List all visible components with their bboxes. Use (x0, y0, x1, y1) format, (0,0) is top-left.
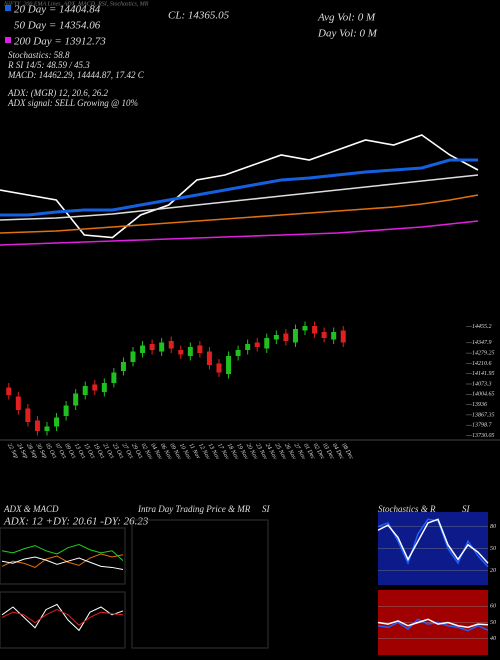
candle-body (273, 335, 279, 340)
close-price: CL: 14365.05 (168, 10, 230, 22)
series-line (1, 603, 124, 632)
candle-body (140, 345, 146, 353)
y-tick-label: 14073.3 (472, 380, 492, 387)
candle-body (340, 330, 346, 343)
candle-body (92, 384, 98, 391)
y-tick-label: 80 (490, 524, 496, 530)
candle-body (25, 408, 31, 422)
candle-body (130, 351, 136, 362)
candle-body (292, 329, 298, 343)
legend-swatch (5, 37, 11, 43)
header-top: NIFTY_200 EMA Lines, ADX, MACD, RSI, Sto… (3, 1, 149, 7)
y-tick-label: 14004.65 (472, 391, 495, 398)
series-line (0, 194, 479, 234)
adx-text: ADX: (MGR) 12, 20.6, 26.2 (7, 88, 108, 98)
rsi-text: R SI 14/5: 48.59 / 45.3 (7, 60, 90, 70)
series-line (0, 158, 478, 217)
y-tick-label: 50 (490, 546, 496, 552)
panel-title: SI (462, 504, 471, 514)
candle-body (187, 347, 193, 356)
avg-vol: Avg Vol: 0 M (317, 12, 376, 24)
y-tick-label: 14210.6 (472, 360, 492, 367)
candle-body (302, 326, 308, 331)
adx-values: ADX: 12 +DY: 20.61 -DY: 26.23 (3, 516, 149, 528)
y-tick-label: 14455.2 (472, 323, 492, 330)
candle-body (312, 326, 318, 334)
candle-body (82, 386, 88, 395)
y-tick-label: 14141.95 (472, 370, 495, 377)
candle-body (111, 372, 117, 383)
series-line (0, 220, 479, 246)
adx-signal: ADX signal: SELL Growing @ 10% (7, 98, 138, 108)
panel-title: Stochastics & R (378, 504, 436, 514)
candle-body (254, 342, 260, 347)
candle-body (206, 351, 212, 365)
y-tick-label: 13867.35 (472, 412, 495, 418)
candle-body (159, 342, 165, 352)
candle-body (149, 344, 155, 350)
y-tick-label: 20 (490, 568, 496, 574)
candle-body (178, 350, 184, 355)
macd-box (0, 591, 126, 649)
ema20: 20 Day = 14404.84 (14, 4, 101, 16)
candle-body (245, 344, 251, 350)
y-tick-label: 50 (490, 620, 496, 626)
candle-body (15, 396, 21, 410)
y-tick-label: 13730.05 (472, 433, 495, 439)
y-tick-label: 60 (490, 604, 496, 610)
candle-body (44, 426, 50, 431)
series-line (377, 618, 489, 629)
candle-body (226, 356, 232, 374)
candle-body (34, 420, 40, 431)
y-tick-label: 40 (490, 635, 496, 642)
y-tick-label: 14279.25 (472, 349, 495, 356)
series-line (377, 518, 489, 568)
series-line (1, 553, 124, 569)
day-vol: Day Vol: 0 M (317, 28, 378, 40)
candle-body (73, 393, 79, 406)
series-line (377, 618, 489, 632)
y-tick-label: 13798.7 (472, 423, 493, 429)
candle-body (101, 383, 107, 392)
candle-body (54, 417, 60, 427)
y-tick-label: 14347.9 (472, 339, 492, 346)
series-line (1, 556, 124, 571)
candle-body (168, 341, 174, 349)
series-line (0, 174, 479, 221)
candle-body (283, 333, 289, 341)
series-line (1, 609, 124, 626)
candle-body (264, 338, 270, 349)
ema50: 50 Day = 14354.06 (14, 20, 101, 32)
panel-title: SI (262, 504, 271, 514)
candle-body (331, 332, 337, 340)
intraday-box (131, 519, 269, 649)
candle-body (6, 387, 12, 395)
series-line (377, 518, 489, 564)
candle-body (63, 405, 69, 416)
stoch-text: Stochastics: 58.8 (8, 50, 70, 60)
legend-swatch (5, 5, 11, 11)
candle-body (216, 363, 222, 373)
ema200: 200 Day = 13912.73 (14, 36, 106, 48)
panel-title: Intra Day Trading Price & MR (137, 504, 251, 514)
candle-body (197, 345, 203, 353)
adx-box (0, 527, 126, 585)
macd-text: MACD: 14462.29, 14444.87, 17.42 C (7, 70, 145, 80)
y-tick-label: 13936 (472, 402, 487, 408)
panel-title: ADX & MACD (3, 504, 59, 514)
candle-body (235, 350, 241, 356)
candle-body (321, 332, 327, 338)
series-line (1, 544, 124, 561)
candle-body (120, 362, 126, 371)
